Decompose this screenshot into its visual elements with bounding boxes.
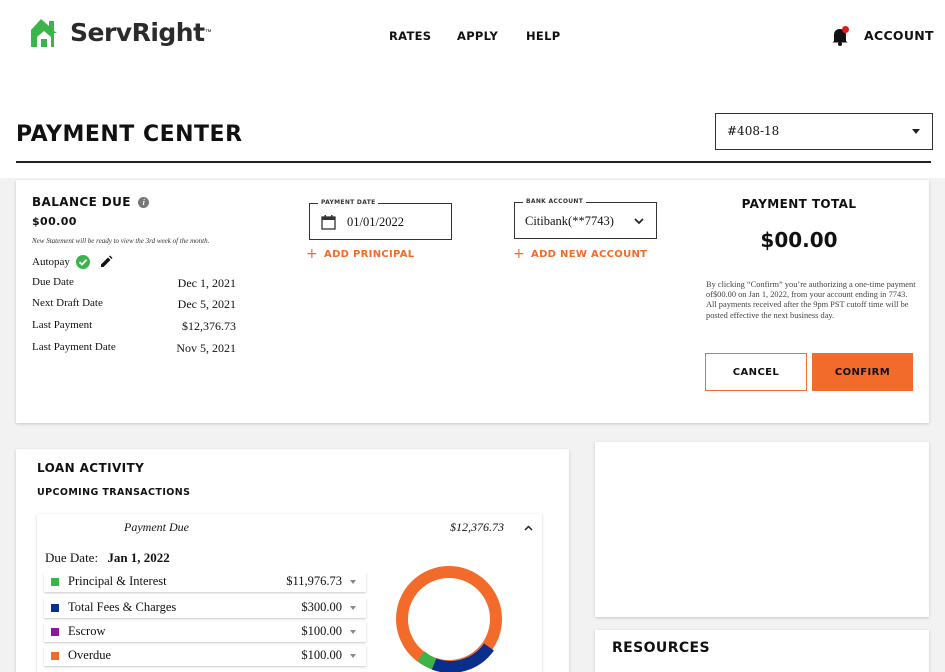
bank-account-label: BANK ACCOUNT xyxy=(523,198,587,205)
due-date-label: Due Date: xyxy=(45,550,99,565)
legend-swatch xyxy=(51,628,59,636)
upcoming-transactions-heading: UPCOMING TRANSACTIONS xyxy=(37,487,191,498)
payment-card: BALANCE DUE i $00.00 New Statement will … xyxy=(16,180,929,423)
nav-rates-link[interactable]: RATES xyxy=(389,29,432,43)
nav-apply-link[interactable]: APPLY xyxy=(457,29,499,43)
detail-value: $12,376.73 xyxy=(182,319,236,333)
authorization-disclaimer: By clicking “Confirm” you’re authorizing… xyxy=(706,280,916,320)
add-new-account-link[interactable]: + ADD NEW ACCOUNT xyxy=(513,246,647,262)
loan-number-value: #408-18 xyxy=(727,124,780,138)
balance-due-amount: $00.00 xyxy=(32,215,77,228)
due-date-row: Due Date: Jan 1, 2022 xyxy=(45,550,170,566)
donut-segment-fees xyxy=(431,643,494,672)
detail-row: Last Payment Date Nov 5, 2021 xyxy=(32,341,236,357)
page-header: PAYMENT CENTER #408-18 xyxy=(0,88,945,178)
cancel-button[interactable]: CANCEL xyxy=(705,353,807,391)
notification-bell-icon[interactable] xyxy=(831,26,849,46)
dropdown-caret-icon xyxy=(912,129,920,134)
side-panel-card xyxy=(595,442,929,617)
detail-row: Next Draft Date Dec 5, 2021 xyxy=(32,297,236,313)
breakdown-amount: $100.00 xyxy=(301,624,342,638)
payment-due-header[interactable]: Payment Due $12,376.73 xyxy=(37,514,542,540)
breakdown-amount: $100.00 xyxy=(301,648,342,662)
detail-label: Last Payment Date xyxy=(32,341,116,353)
header-divider xyxy=(16,161,931,163)
dropdown-caret-icon xyxy=(350,654,356,658)
bank-account-value: Citibank(**7743) xyxy=(525,214,614,228)
breakdown-label: Escrow xyxy=(68,624,106,638)
autopay-row: Autopay xyxy=(32,254,113,270)
servright-logo[interactable]: ServRight ™ xyxy=(28,15,212,49)
statement-note: New Statement will be ready to view the … xyxy=(32,237,210,245)
edit-pencil-icon[interactable] xyxy=(99,255,113,269)
legend-swatch xyxy=(51,604,59,612)
autopay-label: Autopay xyxy=(32,256,70,268)
detail-label: Next Draft Date xyxy=(32,297,103,309)
plus-icon: + xyxy=(306,246,319,262)
account-menu-link[interactable]: ACCOUNT xyxy=(864,28,934,43)
payment-due-label: Payment Due xyxy=(124,520,189,534)
resources-heading: RESOURCES xyxy=(612,640,710,656)
page-title: PAYMENT CENTER xyxy=(16,122,243,147)
add-principal-link[interactable]: + ADD PRINCIPAL xyxy=(306,246,414,262)
payment-total-heading: PAYMENT TOTAL xyxy=(741,197,857,211)
breakdown-amount: $300.00 xyxy=(301,600,342,614)
check-circle-icon xyxy=(75,255,90,269)
info-icon[interactable]: i xyxy=(138,197,150,208)
add-new-account-label: ADD NEW ACCOUNT xyxy=(531,249,648,260)
breakdown-row-escrow[interactable]: Escrow $100.00 xyxy=(44,622,366,642)
payment-due-amount: $12,376.73 xyxy=(450,520,504,534)
payment-total-amount: $00.00 xyxy=(760,228,838,252)
payment-breakdown-donut xyxy=(396,566,502,672)
balance-details-list: Due Date Dec 1, 2021 Next Draft Date Dec… xyxy=(32,276,236,366)
resources-card: RESOURCES xyxy=(595,630,929,672)
due-date-value: Jan 1, 2022 xyxy=(107,550,170,565)
breakdown-row-overdue[interactable]: Overdue $100.00 xyxy=(44,646,366,666)
legend-swatch xyxy=(51,578,59,586)
house-logo-icon xyxy=(31,19,57,47)
balance-due-heading: BALANCE DUE i xyxy=(32,195,150,209)
detail-label: Last Payment xyxy=(32,319,93,331)
detail-row: Last Payment $12,376.73 xyxy=(32,319,236,335)
legend-swatch xyxy=(51,652,59,660)
payment-date-field[interactable]: PAYMENT DATE 01/01/2022 xyxy=(309,199,452,240)
add-principal-label: ADD PRINCIPAL xyxy=(324,249,415,260)
loan-number-dropdown[interactable]: #408-18 xyxy=(715,113,933,150)
breakdown-row-fees-charges[interactable]: Total Fees & Charges $300.00 xyxy=(44,598,366,618)
detail-value: Dec 1, 2021 xyxy=(177,276,236,290)
balance-due-title: BALANCE DUE xyxy=(32,195,131,209)
detail-label: Due Date xyxy=(32,276,74,288)
dropdown-caret-icon xyxy=(350,580,356,584)
trademark-symbol: ™ xyxy=(204,28,212,36)
brand-name: ServRight xyxy=(70,17,205,47)
dropdown-caret-icon xyxy=(350,606,356,610)
chevron-up-icon[interactable] xyxy=(524,525,533,531)
nav-help-link[interactable]: HELP xyxy=(526,29,561,43)
plus-icon: + xyxy=(513,246,526,262)
breakdown-amount: $11,976.73 xyxy=(286,574,342,588)
bank-account-select[interactable]: BANK ACCOUNT Citibank(**7743) xyxy=(514,198,657,239)
payment-date-value: 01/01/2022 xyxy=(347,215,404,229)
top-navigation-bar: ServRight ™ RATES APPLY HELP ACCOUNT xyxy=(0,0,945,88)
breakdown-label: Principal & Interest xyxy=(68,574,167,588)
breakdown-label: Total Fees & Charges xyxy=(68,600,177,614)
loan-activity-heading: LOAN ACTIVITY xyxy=(37,461,145,475)
detail-value: Nov 5, 2021 xyxy=(176,341,236,355)
payment-date-label: PAYMENT DATE xyxy=(318,199,379,206)
detail-row: Due Date Dec 1, 2021 xyxy=(32,276,236,292)
chevron-down-icon xyxy=(634,218,644,225)
breakdown-label: Overdue xyxy=(68,648,112,662)
calendar-icon[interactable] xyxy=(321,215,336,230)
breakdown-row-principal-interest[interactable]: Principal & Interest $11,976.73 xyxy=(44,572,366,592)
confirm-button[interactable]: CONFIRM xyxy=(812,353,913,391)
dropdown-caret-icon xyxy=(350,630,356,634)
detail-value: Dec 5, 2021 xyxy=(177,297,236,311)
transaction-panel: Payment Due $12,376.73 Due Date: Jan 1, … xyxy=(37,514,542,672)
donut-segment-escrow xyxy=(417,651,437,670)
